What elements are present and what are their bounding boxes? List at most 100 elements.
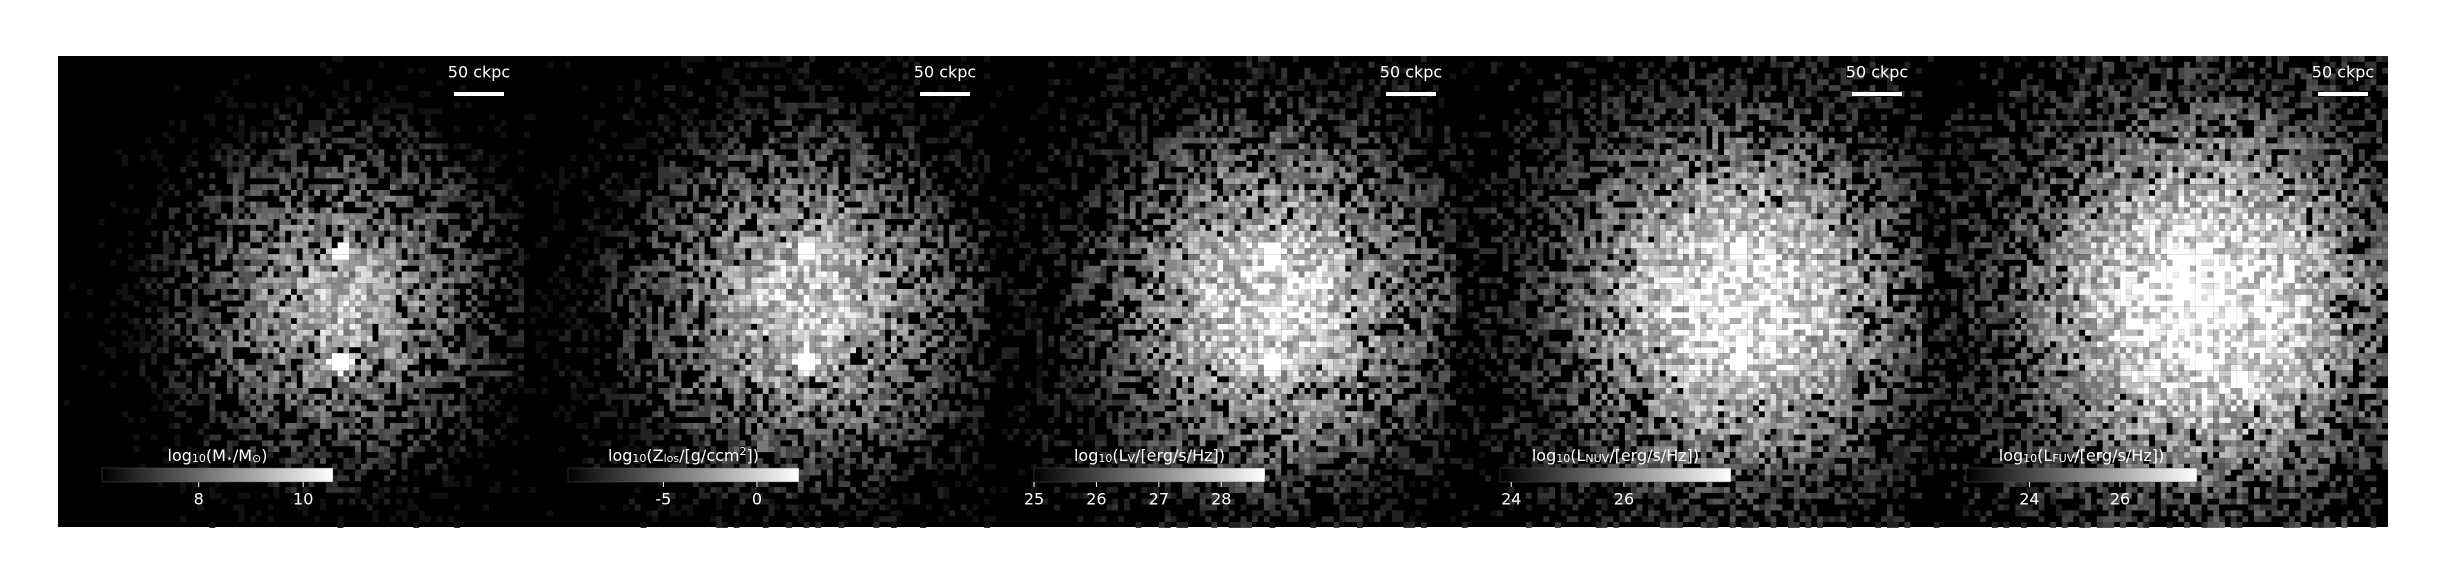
pixel-layer [757,242,862,348]
pixel-layer [256,219,426,389]
colorbar [1499,467,1732,483]
label-part: 10 [632,452,646,465]
label-part: log [1999,446,2023,465]
pixel-layer [320,289,367,336]
pixel-layer [1595,160,1882,447]
colorbar-tick-label: 8 [194,490,204,509]
pixel-layer [524,56,991,528]
pixel-layer [658,149,967,458]
pixel-layer [1654,219,1835,389]
colorbar-label: log10(LFUV/[erg/s/Hz]) [1999,446,2164,465]
colorbar-tick-label: 24 [2019,490,2039,509]
pixel-layer [1922,56,2389,528]
colorbar-label: log10(LV/[erg/s/Hz]) [1074,446,1225,465]
panel: 50 ckpc log10(M⋆/M⊙) 8 10 [58,56,525,528]
label-part: /[erg/s/Hz]) [1609,446,1699,465]
pixel-layer [1560,131,1911,476]
pixel-layer [2009,108,2389,499]
pixel-layer [174,137,507,470]
label-part: FUV [2052,452,2074,465]
pixel-layer [145,114,525,493]
scale-label: 50 ckpc [448,63,510,82]
pixel-layer [2009,96,2389,505]
colorbar-label: log10(M⋆/M⊙) [168,446,268,465]
pixel-layer [2079,184,2319,429]
colorbar-label: log10(LNUV/[erg/s/Hz]) [1532,446,1699,465]
label-part: log [608,446,632,465]
pixel-layer [2096,190,2313,412]
colorbar [567,467,800,483]
label-part: /[g/ccm [679,446,739,465]
colorbar-tick-label: 25 [1024,490,1044,509]
colorbar-tick-label: 26 [1614,490,1634,509]
pixel-layer [1147,190,1398,424]
pixel-layer [687,178,932,429]
pixel-layer [1100,131,1451,470]
label-part: /[erg/s/Hz]) [2074,446,2164,465]
pixel-layer [611,108,991,499]
label-part: ]) [747,446,759,465]
label-part: 10 [1098,452,1112,465]
label-part: (Z [646,446,663,465]
colorbar [1033,467,1266,483]
colorbar-tick-label: 28 [1211,490,1231,509]
label-part: /M [233,446,252,465]
pixel-layer [2021,120,2383,488]
pixel-layer [279,236,402,359]
label-part: (L [2037,446,2052,465]
pixel-layer [1199,236,1340,377]
pixel-layer [1636,195,1847,394]
colorbar-tick-label: -5 [655,490,671,509]
label-part: los [664,452,680,465]
panel: 50 ckpc log10(LV/[erg/s/Hz]) 25 26 27 28 [990,56,1457,528]
pixel-layer [261,248,420,383]
pixel-layer [2044,143,2359,458]
pixel-layer [1118,137,1433,464]
colorbar [101,467,334,483]
label-part: 2 [740,445,747,458]
label-part: 10 [192,452,206,465]
panel: 50 ckpc log10(LFUV/[erg/s/Hz]) 24 26 [1922,56,2389,528]
panel: 50 ckpc log10(Zlos/[g/ccm2]) -5 0 [524,56,991,528]
label-part: (L [1112,446,1127,465]
pixel-layer [1135,172,1410,441]
pixel-layer [308,265,373,348]
panel: 50 ckpc log10(LNUV/[erg/s/Hz]) 24 26 [1456,56,1923,528]
pixel-layer [1537,102,1923,511]
label-part: log [1074,446,1098,465]
scale-label: 50 ckpc [2312,63,2374,82]
scale-label: 50 ckpc [1846,63,1908,82]
pixel-layer [675,160,944,447]
pixel-layer [325,242,356,377]
pixel-layer [623,120,985,488]
pixel-layer [757,242,845,377]
label-part: 10 [2023,452,2037,465]
label-part: (L [1570,446,1585,465]
pixel-layer [692,190,921,418]
pixel-layer [739,230,886,377]
pixel-layer [1456,56,1923,528]
colorbar-tick-label: 0 [752,490,762,509]
label-part: log [168,446,192,465]
label-part: ) [261,446,267,465]
label-part: /[erg/s/Hz]) [1135,446,1225,465]
pixel-layer [209,166,466,435]
colorbar-tick-label: 26 [2110,490,2130,509]
scale-label: 50 ckpc [914,63,976,82]
colorbar-tick-label: 24 [1501,490,1521,509]
colorbar [1965,467,2198,483]
scale-label: 50 ckpc [1380,63,1442,82]
label-part: NUV [1585,452,1609,465]
colorbar-tick-label: 26 [1086,490,1106,509]
colorbar-tick-label: 27 [1149,490,1169,509]
pixel-layer [1607,172,1870,435]
label-part: log [1532,446,1556,465]
colorbar-label: log10(Zlos/[g/ccm2]) [608,445,759,465]
label-part: 10 [1556,452,1570,465]
pixel-layer [1124,160,1416,453]
label-part: ⊙ [252,452,261,465]
label-part: (M [206,446,226,465]
label-part: V [1128,452,1136,465]
label-part: ⋆ [226,452,233,465]
